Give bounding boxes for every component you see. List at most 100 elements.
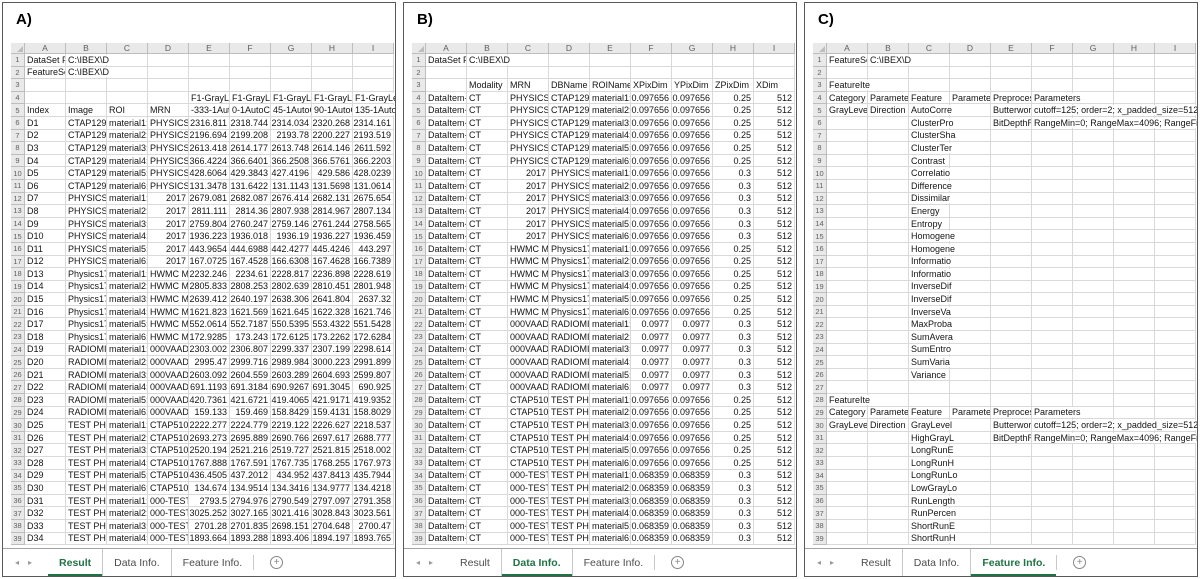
cell[interactable]: CT (467, 280, 508, 294)
cell[interactable]: 2989.984 (271, 356, 312, 369)
cell[interactable]: 512 (754, 116, 795, 130)
cell[interactable] (868, 154, 909, 168)
cell[interactable]: 000VAAD- (148, 343, 189, 357)
row-header[interactable]: 39 (813, 532, 827, 546)
cell[interactable]: D3 (25, 142, 66, 155)
cell[interactable]: 2761.244 (312, 217, 353, 231)
cell[interactable] (1032, 217, 1073, 231)
cell[interactable]: D33 (25, 519, 66, 533)
cell[interactable]: TEST PHYS (66, 419, 107, 432)
cell[interactable]: CT (467, 394, 508, 407)
cell[interactable]: CT (467, 142, 508, 155)
cell[interactable]: 0.25 (713, 91, 754, 105)
cell[interactable]: material5: (107, 242, 148, 256)
cell[interactable]: 0.097656 (672, 242, 713, 256)
cell[interactable]: GrayLevel (827, 419, 868, 432)
cell[interactable] (950, 66, 991, 80)
row-header[interactable]: 17 (412, 255, 426, 269)
row-header[interactable]: 17 (11, 255, 25, 269)
cell[interactable]: material5: (107, 318, 148, 332)
cell[interactable]: 0.25 (713, 457, 754, 470)
tab-feature-info[interactable]: Feature Info. (970, 549, 1056, 576)
cell[interactable]: 0.068359 (672, 519, 713, 533)
cell[interactable]: Index (25, 104, 66, 117)
cell[interactable]: TEST PHYS (549, 494, 590, 508)
cell[interactable]: 0.097656 (672, 293, 713, 306)
cell[interactable]: 1894.197 (312, 532, 353, 546)
cell[interactable]: 691.1193 (189, 381, 230, 395)
cell[interactable] (991, 129, 1032, 143)
cell[interactable]: 0.3 (713, 230, 754, 243)
cell[interactable]: Paramete (868, 406, 909, 420)
cell[interactable]: DataSet Fi (426, 54, 467, 67)
cell[interactable]: XDim (754, 79, 795, 92)
row-header[interactable]: 31 (11, 431, 25, 445)
cell[interactable]: 000VAAD- (148, 368, 189, 382)
cell[interactable]: 2193.78 (271, 129, 312, 143)
cell[interactable]: 434.952 (271, 469, 312, 483)
cell[interactable]: PHYSICS_1 (549, 192, 590, 206)
cell[interactable]: 0.3 (713, 482, 754, 495)
cell[interactable] (1032, 79, 1073, 92)
cell[interactable]: 166.7389 (353, 255, 394, 269)
cell[interactable]: CTAP1299 (66, 129, 107, 143)
cell[interactable]: 0.068359 (672, 532, 713, 546)
cell[interactable]: material6: (590, 305, 631, 319)
cell[interactable]: 0.0977 (672, 381, 713, 395)
cell[interactable]: 0.097656 (672, 444, 713, 457)
row-header[interactable]: 25 (412, 356, 426, 369)
cell[interactable]: 000VAAD- (148, 406, 189, 420)
row-header[interactable]: 25 (11, 356, 25, 369)
cell[interactable] (1155, 368, 1196, 382)
cell[interactable]: 512 (754, 293, 795, 306)
cell[interactable] (66, 79, 107, 92)
cell[interactable]: DataItem- (426, 192, 467, 206)
cell[interactable]: TEST PHYS (549, 431, 590, 445)
cell[interactable]: 0.3 (713, 167, 754, 180)
cell[interactable]: LongRunLo (909, 469, 958, 483)
cell[interactable]: MRN (148, 104, 189, 117)
cell[interactable]: material6: (590, 381, 631, 395)
cell[interactable]: CT (467, 532, 508, 546)
cell[interactable]: ClusterPro (909, 116, 954, 130)
cell[interactable]: material1: (107, 268, 148, 281)
cell[interactable] (950, 242, 991, 256)
cell[interactable]: FeatureSe (25, 66, 66, 80)
cell[interactable] (827, 519, 868, 533)
cell[interactable]: Physics17_ (66, 305, 107, 319)
cell[interactable] (827, 532, 868, 546)
cell[interactable]: 512 (754, 469, 795, 483)
cell[interactable]: 159.4131 (312, 406, 353, 420)
cell[interactable]: 420.7361 (189, 394, 230, 407)
cell[interactable]: 512 (754, 167, 795, 180)
cell[interactable]: 2316.811 (189, 116, 230, 130)
cell[interactable] (868, 356, 909, 369)
cell[interactable] (590, 54, 631, 67)
cell[interactable]: DataItem- (426, 419, 467, 432)
cell[interactable]: material3: (590, 116, 631, 130)
cell[interactable]: material4: (107, 532, 148, 546)
cell[interactable]: 0.097656 (631, 91, 672, 105)
cell[interactable]: TEST PHYS (549, 444, 590, 457)
cell[interactable] (1032, 507, 1073, 520)
cell[interactable] (1155, 482, 1196, 495)
cell[interactable]: 2224.779 (230, 419, 271, 432)
cell[interactable] (868, 532, 909, 546)
row-header[interactable]: 12 (11, 192, 25, 206)
cell[interactable]: CTAP1299 (549, 154, 590, 168)
cell[interactable]: material2: (590, 406, 631, 420)
cell[interactable]: LongRunH (909, 457, 955, 470)
cell[interactable] (1155, 494, 1196, 508)
cell[interactable] (1073, 242, 1114, 256)
cell[interactable]: 512 (754, 129, 795, 143)
cell[interactable] (991, 255, 1032, 269)
cell[interactable]: material4: (590, 280, 631, 294)
cell[interactable]: material5: (590, 368, 631, 382)
cell[interactable] (991, 457, 1032, 470)
tab-feature-info[interactable]: Feature Info. (571, 549, 655, 576)
cell[interactable] (950, 356, 991, 369)
cell[interactable] (189, 66, 230, 80)
cell[interactable]: 551.5428 (353, 318, 394, 332)
cell[interactable] (1073, 507, 1114, 520)
cell[interactable]: 3028.843 (312, 507, 353, 520)
